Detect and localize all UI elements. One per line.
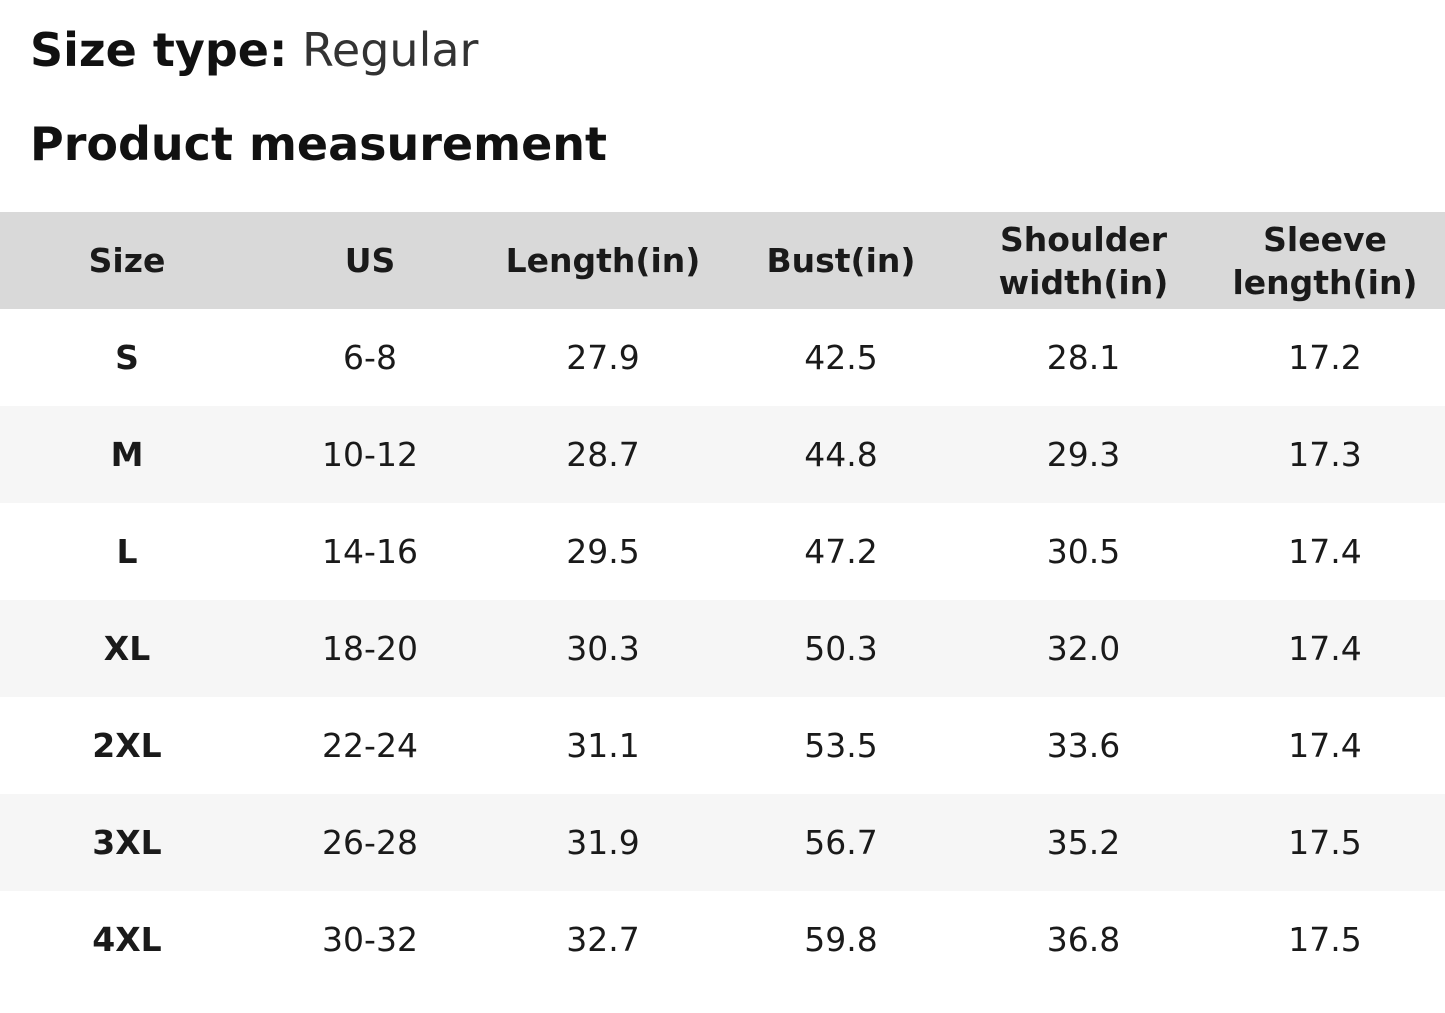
size-cell: 2XL — [92, 726, 162, 765]
table-cell: 53.5 — [804, 726, 878, 765]
table-cell: 47.2 — [804, 532, 878, 571]
table-cell: 14-16 — [322, 532, 418, 571]
table-row: 4XL 30-32 32.7 59.8 36.8 17.5 — [0, 891, 1445, 988]
table-cell: 30-32 — [322, 920, 418, 959]
size-cell: 4XL — [92, 920, 162, 959]
size-cell: M — [0, 406, 254, 503]
table-row: 2XL 22-24 31.1 53.5 33.6 17.4 — [0, 697, 1445, 794]
table-cell: 35.2 — [962, 794, 1205, 891]
table-cell: 33.6 — [1046, 726, 1121, 765]
table-cell: 10-12 — [254, 406, 486, 503]
size-table: Size US Length(in) Bust(in) Shoulder width(i… — [0, 212, 1445, 988]
size-cell: L — [116, 532, 138, 571]
size-type-label: Size type: — [30, 23, 288, 77]
column-header: Length(in) — [486, 212, 720, 309]
table-cell: 36.8 — [1046, 920, 1121, 959]
table-cell: 56.7 — [720, 794, 962, 891]
table-cell: 17.5 — [1288, 920, 1362, 959]
table-cell: 17.3 — [1205, 406, 1445, 503]
table-cell: 31.9 — [486, 794, 720, 891]
table-cell: 28.7 — [486, 406, 720, 503]
table-cell: 6-8 — [343, 338, 397, 377]
table-cell: 17.2 — [1288, 338, 1362, 377]
size-cell: S — [115, 338, 139, 377]
table-cell: 30.5 — [1046, 532, 1121, 571]
table-cell: 17.5 — [1205, 794, 1445, 891]
size-cell: XL — [0, 600, 254, 697]
table-cell: 18-20 — [254, 600, 486, 697]
column-header: Size — [0, 212, 254, 309]
table-row: 3XL 26-28 31.9 56.7 35.2 17.5 — [0, 794, 1445, 891]
table-cell: 22-24 — [322, 726, 418, 765]
header-row: Size US Length(in) Bust(in) Shoulder width(i… — [0, 212, 1445, 309]
table-cell: 17.4 — [1288, 726, 1362, 765]
table-cell: 50.3 — [720, 600, 962, 697]
table-row: M 10-12 28.7 44.8 29.3 17.3 — [0, 406, 1445, 503]
section-title: Product measurement — [30, 117, 607, 171]
table-cell: 32.7 — [566, 920, 640, 959]
table-row: L 14-16 29.5 47.2 30.5 17.4 — [0, 503, 1445, 600]
table-cell: 29.3 — [962, 406, 1205, 503]
table-cell: 42.5 — [804, 338, 878, 377]
column-header: Shoulder width(in) — [962, 212, 1205, 309]
table-cell: 27.9 — [566, 338, 640, 377]
table-cell: 30.3 — [486, 600, 720, 697]
column-header: US — [254, 212, 486, 309]
table-head: Size US Length(in) Bust(in) Shoulder width(i… — [0, 212, 1445, 309]
size-cell: 3XL — [0, 794, 254, 891]
table-cell: 44.8 — [720, 406, 962, 503]
column-header: Sleeve length(in) — [1205, 212, 1445, 309]
size-type: Size type: Regular — [30, 20, 478, 80]
table-cell: 28.1 — [1046, 338, 1121, 377]
table-row: XL 18-20 30.3 50.3 32.0 17.4 — [0, 600, 1445, 697]
table-cell: 26-28 — [254, 794, 486, 891]
table-cell: 59.8 — [804, 920, 878, 959]
table-body: S 6-8 27.9 42.5 28.1 17.2 M 10-12 28.7 44.8 29.3 17… — [0, 309, 1445, 988]
table-row: S 6-8 27.9 42.5 28.1 17.2 — [0, 309, 1445, 406]
size-type-value: Regular — [302, 23, 479, 77]
column-header: Bust(in) — [720, 212, 962, 309]
table-cell: 32.0 — [962, 600, 1205, 697]
table-cell: 17.4 — [1288, 532, 1362, 571]
table-cell: 31.1 — [566, 726, 640, 765]
table-cell: 17.4 — [1205, 600, 1445, 697]
table-cell: 29.5 — [566, 532, 640, 571]
